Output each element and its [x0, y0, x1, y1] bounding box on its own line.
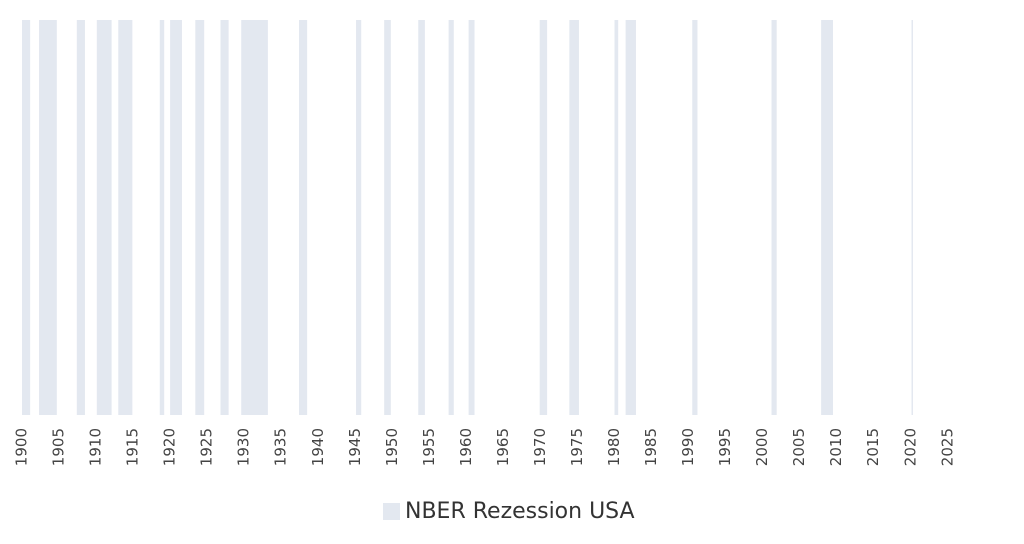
- recession-band: [195, 20, 205, 415]
- recession-band: [356, 20, 362, 415]
- x-tick-label: 1990: [679, 428, 697, 466]
- recession-band: [170, 20, 182, 415]
- recession-band: [96, 20, 112, 415]
- recession-band: [911, 20, 913, 415]
- recession-band: [384, 20, 391, 415]
- recession-band: [159, 20, 165, 415]
- recession-band: [220, 20, 229, 415]
- recession-band: [76, 20, 85, 415]
- x-tick-label: 1920: [161, 428, 179, 466]
- recession-band: [625, 20, 636, 415]
- recession-band: [614, 20, 619, 415]
- x-tick-label: 1985: [642, 428, 660, 466]
- x-tick-label: 1930: [235, 428, 253, 466]
- x-tick-label: 1940: [309, 428, 327, 466]
- recession-band: [22, 20, 31, 415]
- x-tick-label: 1960: [457, 428, 475, 466]
- x-tick-label: 1910: [87, 428, 105, 466]
- legend-label: NBER Rezession USA: [405, 499, 635, 524]
- legend-swatch: [383, 503, 400, 520]
- recession-band: [448, 20, 454, 415]
- x-tick-label: 1900: [13, 428, 31, 466]
- recession-band: [569, 20, 579, 415]
- recession-band: [241, 20, 268, 415]
- x-tick-label: 2010: [827, 428, 845, 466]
- x-tick-label: 1945: [346, 428, 364, 466]
- recession-band: [118, 20, 133, 415]
- recession-band: [418, 20, 425, 415]
- x-tick-label: 1905: [50, 428, 68, 466]
- x-tick-label: 1980: [605, 428, 623, 466]
- x-tick-label: 1970: [531, 428, 549, 466]
- recession-band: [39, 20, 57, 415]
- x-tick-label: 2015: [864, 428, 882, 466]
- x-tick-label: 2000: [753, 428, 771, 466]
- recession-band: [539, 20, 548, 415]
- recession-band: [692, 20, 698, 415]
- x-tick-label: 1925: [198, 428, 216, 466]
- x-tick-label: 1935: [272, 428, 290, 466]
- x-tick-label: 1955: [420, 428, 438, 466]
- x-tick-label: 1950: [383, 428, 401, 466]
- recession-band: [298, 20, 308, 415]
- recession-band: [771, 20, 777, 415]
- x-tick-label: 2025: [938, 428, 956, 466]
- x-tick-label: 1995: [716, 428, 734, 466]
- x-tick-label: 2020: [901, 428, 919, 466]
- x-tick-label: 2005: [790, 428, 808, 466]
- recession-band: [468, 20, 475, 415]
- x-tick-label: 1965: [494, 428, 512, 466]
- x-tick-label: 1915: [124, 428, 142, 466]
- recession-band: [821, 20, 833, 415]
- x-tick-label: 1975: [568, 428, 586, 466]
